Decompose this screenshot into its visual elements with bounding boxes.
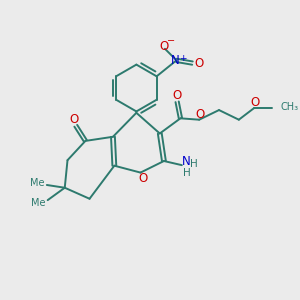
Text: CH₃: CH₃: [280, 102, 298, 112]
Text: H: H: [183, 168, 190, 178]
Text: O: O: [172, 89, 182, 102]
Text: Me: Me: [30, 178, 44, 188]
Text: H: H: [190, 159, 197, 169]
Text: O: O: [250, 96, 259, 109]
Text: O: O: [139, 172, 148, 184]
Text: O: O: [69, 113, 78, 126]
Text: Me: Me: [31, 198, 45, 208]
Text: O: O: [194, 57, 203, 70]
Text: −: −: [167, 36, 175, 46]
Text: N: N: [182, 155, 190, 168]
Text: O: O: [195, 108, 205, 121]
Text: +: +: [179, 54, 186, 63]
Text: N: N: [171, 54, 180, 67]
Text: O: O: [159, 40, 168, 52]
